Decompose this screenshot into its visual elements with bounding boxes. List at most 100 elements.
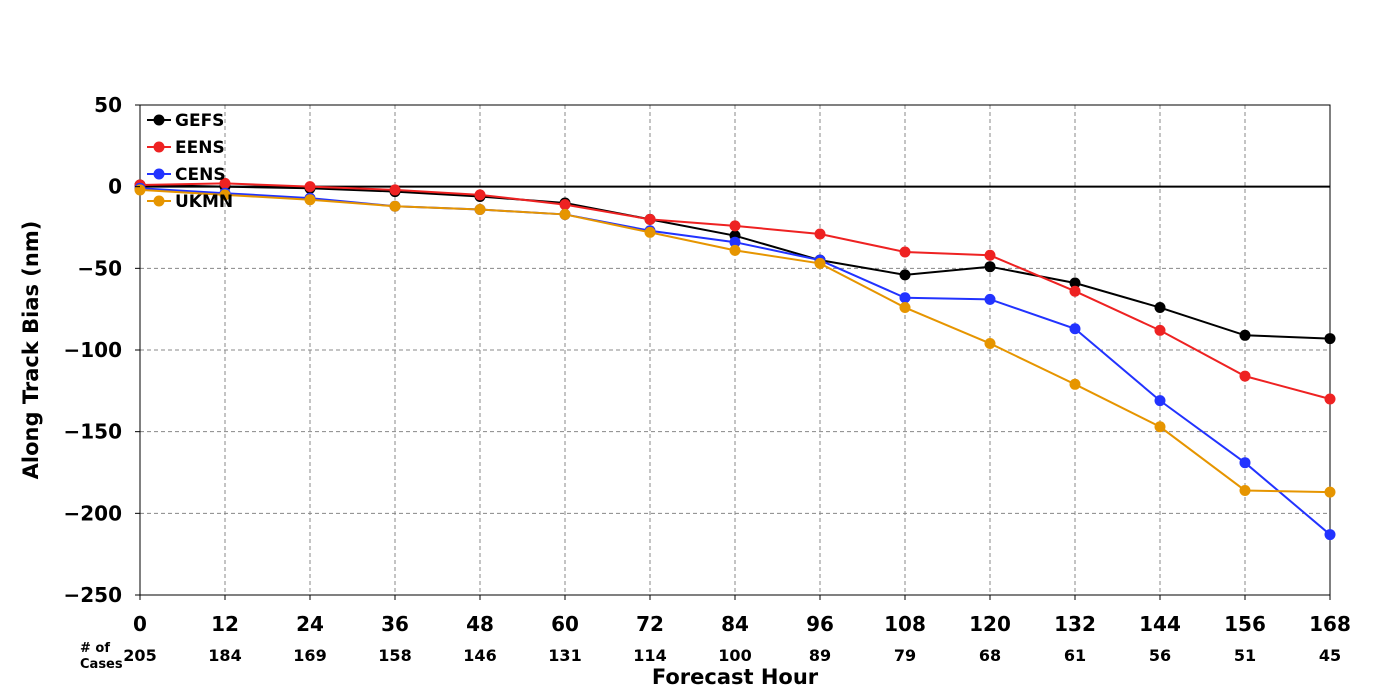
cases-title-line-2: Cases xyxy=(80,657,123,672)
point-ukmn-84 xyxy=(729,244,741,256)
case-count: 100 xyxy=(718,646,751,665)
point-cens-156 xyxy=(1239,457,1251,469)
x-axis-ticks: 0 12 24 36 48 60 72 84 96 108 120 132 144 156 168 xyxy=(133,595,1351,636)
y-tick-label: −50 xyxy=(77,256,122,280)
point-ukmn-132 xyxy=(1069,378,1081,390)
point-cens-132 xyxy=(1069,323,1081,335)
point-ukmn-24 xyxy=(304,194,316,206)
y-tick-label: −150 xyxy=(63,420,122,444)
legend-item-cens: CENS xyxy=(147,165,226,185)
case-count: 89 xyxy=(809,646,831,665)
x-tick-label: 0 xyxy=(133,612,147,636)
point-cens-144 xyxy=(1154,395,1166,407)
point-ukmn-12 xyxy=(219,189,231,201)
case-count: 158 xyxy=(378,646,411,665)
x-tick-label: 120 xyxy=(969,612,1011,636)
point-cens-108 xyxy=(899,292,911,304)
series-ukmn xyxy=(134,184,1336,498)
point-ukmn-60 xyxy=(559,208,571,220)
point-eens-108 xyxy=(899,246,911,258)
point-eens-168 xyxy=(1324,393,1336,405)
legend: GEFS EENS CENS UKMN xyxy=(147,111,233,212)
cases-title-line-1: # of xyxy=(80,641,110,656)
point-eens-12 xyxy=(219,177,231,189)
grid-lines xyxy=(140,105,1330,595)
y-axis-title: Along Track Bias (nm) xyxy=(19,221,43,480)
point-cens-120 xyxy=(984,293,996,305)
legend-item-ukmn: UKMN xyxy=(147,192,233,212)
y-tick-label: 0 xyxy=(108,175,122,199)
y-axis-ticks: 50 0 −50 −100 −150 −200 −250 xyxy=(63,93,140,607)
case-count: 45 xyxy=(1319,646,1341,665)
point-gefs-168 xyxy=(1324,333,1336,345)
point-ukmn-144 xyxy=(1154,421,1166,433)
case-count: 61 xyxy=(1064,646,1086,665)
case-count: 79 xyxy=(894,646,916,665)
point-eens-24 xyxy=(304,181,316,193)
point-cens-168 xyxy=(1324,529,1336,541)
x-tick-label: 72 xyxy=(636,612,664,636)
x-tick-label: 156 xyxy=(1224,612,1266,636)
legend-label-gefs: GEFS xyxy=(175,111,224,131)
point-ukmn-168 xyxy=(1324,486,1336,498)
point-eens-156 xyxy=(1239,370,1251,382)
legend-marker-eens xyxy=(153,141,165,153)
point-gefs-108 xyxy=(899,269,911,281)
cases-row: 205 184 169 158 146 131 114 100 89 79 68 61 56 51 45 xyxy=(123,646,1341,665)
legend-item-eens: EENS xyxy=(147,138,225,158)
x-tick-label: 144 xyxy=(1139,612,1181,636)
y-tick-label: −100 xyxy=(63,338,122,362)
point-gefs-144 xyxy=(1154,302,1166,314)
case-count: 169 xyxy=(293,646,326,665)
point-eens-132 xyxy=(1069,285,1081,297)
point-ukmn-48 xyxy=(474,204,486,216)
point-eens-120 xyxy=(984,249,996,261)
point-ukmn-36 xyxy=(389,200,401,212)
case-count: 51 xyxy=(1234,646,1256,665)
point-ukmn-156 xyxy=(1239,484,1251,496)
point-eens-144 xyxy=(1154,324,1166,336)
case-count: 56 xyxy=(1149,646,1171,665)
point-ukmn-120 xyxy=(984,337,996,349)
y-tick-label: 50 xyxy=(94,93,122,117)
point-ukmn-108 xyxy=(899,302,911,314)
x-tick-label: 132 xyxy=(1054,612,1096,636)
point-eens-48 xyxy=(474,189,486,201)
x-tick-label: 24 xyxy=(296,612,324,636)
x-tick-label: 96 xyxy=(806,612,834,636)
point-eens-72 xyxy=(644,213,656,225)
x-tick-label: 60 xyxy=(551,612,579,636)
case-count: 68 xyxy=(979,646,1001,665)
x-tick-label: 84 xyxy=(721,612,749,636)
point-cens-84 xyxy=(729,236,741,248)
point-gefs-120 xyxy=(984,261,996,273)
cases-title: # of Cases xyxy=(80,641,123,672)
point-eens-60 xyxy=(559,199,571,211)
x-tick-label: 36 xyxy=(381,612,409,636)
series-layer xyxy=(134,177,1336,541)
legend-marker-gefs xyxy=(153,114,165,126)
legend-marker-ukmn xyxy=(153,195,165,207)
legend-marker-cens xyxy=(153,168,165,180)
y-tick-label: −200 xyxy=(63,501,122,525)
legend-label-cens: CENS xyxy=(175,165,226,185)
x-axis-title: Forecast Hour xyxy=(652,665,819,689)
case-count: 114 xyxy=(633,646,666,665)
point-eens-36 xyxy=(389,184,401,196)
point-gefs-132 xyxy=(1069,277,1081,289)
y-tick-label: −250 xyxy=(63,583,122,607)
x-tick-label: 168 xyxy=(1309,612,1351,636)
point-ukmn-72 xyxy=(644,226,656,238)
legend-label-eens: EENS xyxy=(175,138,225,158)
x-tick-label: 12 xyxy=(211,612,239,636)
case-count: 146 xyxy=(463,646,496,665)
point-ukmn-96 xyxy=(814,257,826,269)
case-count: 131 xyxy=(548,646,581,665)
case-count: 184 xyxy=(208,646,241,665)
point-ukmn-0 xyxy=(134,184,146,196)
point-eens-96 xyxy=(814,228,826,240)
point-eens-84 xyxy=(729,220,741,232)
legend-item-gefs: GEFS xyxy=(147,111,224,131)
case-count: 205 xyxy=(123,646,156,665)
